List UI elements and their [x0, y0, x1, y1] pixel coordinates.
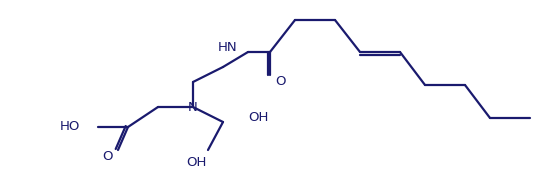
Text: N: N	[188, 100, 198, 114]
Text: O: O	[102, 151, 112, 164]
Text: OH: OH	[186, 156, 206, 169]
Text: HN: HN	[218, 41, 237, 53]
Text: HO: HO	[59, 120, 80, 134]
Text: O: O	[275, 75, 285, 88]
Text: OH: OH	[248, 110, 268, 124]
